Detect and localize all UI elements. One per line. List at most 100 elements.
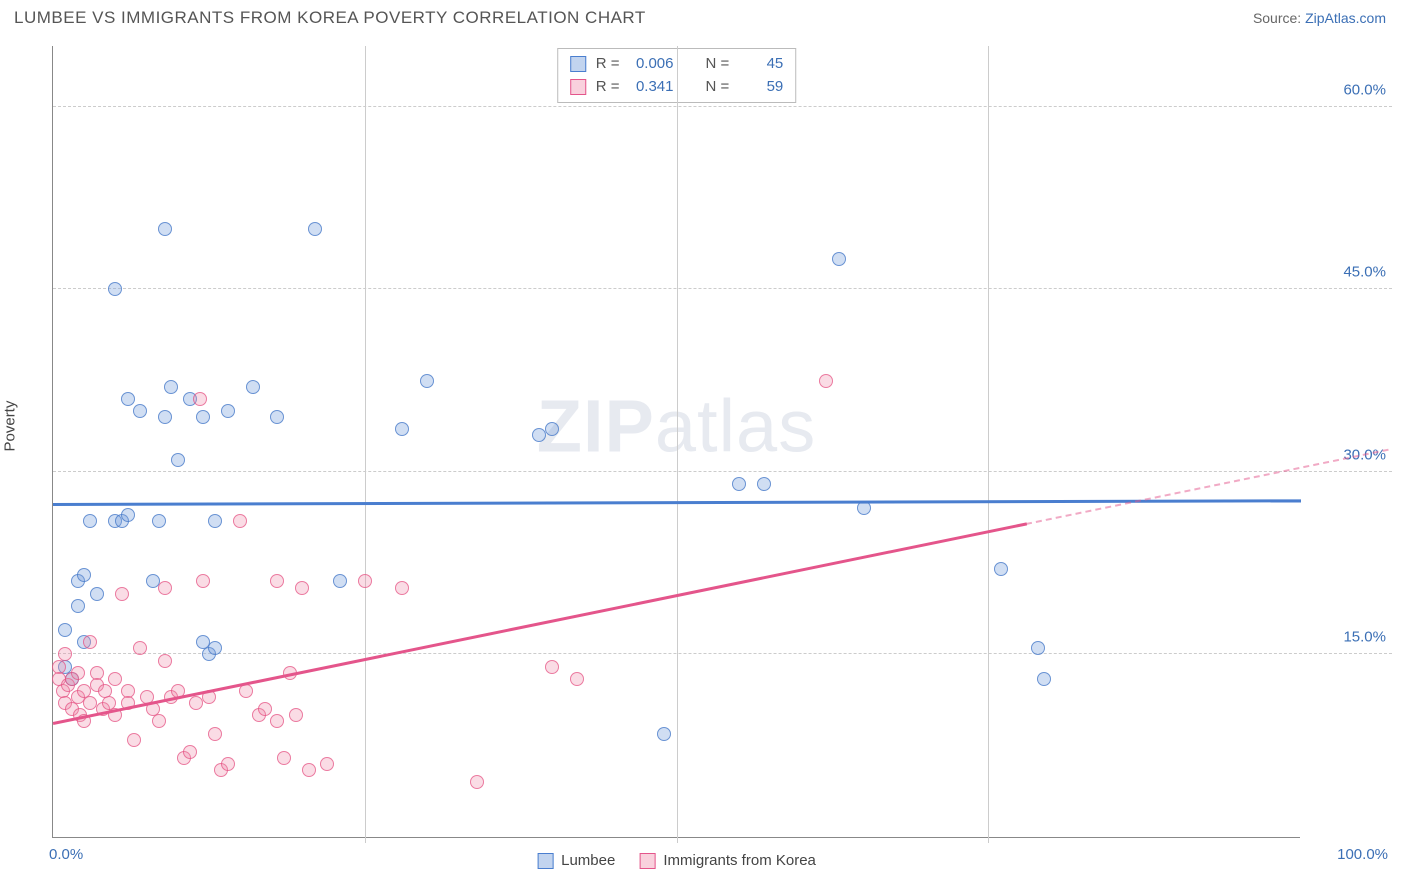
data-point: [258, 702, 272, 716]
chart-title: LUMBEE VS IMMIGRANTS FROM KOREA POVERTY …: [14, 8, 646, 28]
data-point: [83, 635, 97, 649]
trendline-dashed: [1026, 448, 1389, 524]
data-point: [757, 477, 771, 491]
legend-swatch: [570, 56, 586, 72]
data-point: [302, 763, 316, 777]
data-point: [545, 660, 559, 674]
gridline-v: [365, 46, 366, 843]
data-point: [470, 775, 484, 789]
y-tick-label: 45.0%: [1343, 264, 1386, 281]
legend-swatch: [537, 853, 553, 869]
data-point: [152, 514, 166, 528]
data-point: [233, 514, 247, 528]
gridline-v: [677, 46, 678, 843]
legend-label: Immigrants from Korea: [663, 852, 816, 869]
data-point: [171, 453, 185, 467]
data-point: [333, 574, 347, 588]
data-point: [289, 708, 303, 722]
data-point: [71, 599, 85, 613]
data-point: [819, 374, 833, 388]
data-point: [420, 374, 434, 388]
data-point: [196, 410, 210, 424]
scatter-plot: ZIPatlas R =0.006N =45R =0.341N =59 Lumb…: [52, 46, 1300, 838]
data-point: [1031, 641, 1045, 655]
data-point: [158, 654, 172, 668]
data-point: [164, 380, 178, 394]
data-point: [108, 672, 122, 686]
trendline: [53, 523, 1027, 725]
data-point: [994, 562, 1008, 576]
data-point: [183, 745, 197, 759]
data-point: [657, 727, 671, 741]
data-point: [832, 252, 846, 266]
data-point: [395, 422, 409, 436]
data-point: [83, 514, 97, 528]
legend-item: Lumbee: [537, 852, 615, 869]
legend-label: Lumbee: [561, 852, 615, 869]
legend-bottom: Lumbee Immigrants from Korea: [537, 852, 816, 869]
data-point: [208, 514, 222, 528]
data-point: [158, 410, 172, 424]
gridline-h: [53, 106, 1392, 107]
data-point: [133, 641, 147, 655]
gridline-h: [53, 653, 1392, 654]
chart-source: Source: ZipAtlas.com: [1253, 10, 1386, 26]
legend-swatch: [570, 79, 586, 95]
data-point: [71, 666, 85, 680]
y-tick-label: 60.0%: [1343, 81, 1386, 98]
data-point: [158, 222, 172, 236]
data-point: [246, 380, 260, 394]
data-point: [857, 501, 871, 515]
data-point: [270, 574, 284, 588]
n-value: 45: [739, 53, 783, 76]
data-point: [221, 757, 235, 771]
x-tick-label: 0.0%: [49, 846, 83, 863]
data-point: [295, 581, 309, 595]
x-tick-label: 100.0%: [1337, 846, 1388, 863]
data-point: [270, 410, 284, 424]
data-point: [221, 404, 235, 418]
data-point: [152, 714, 166, 728]
data-point: [158, 581, 172, 595]
r-label: R =: [596, 76, 620, 99]
data-point: [545, 422, 559, 436]
data-point: [77, 568, 91, 582]
data-point: [127, 733, 141, 747]
data-point: [58, 623, 72, 637]
data-point: [277, 751, 291, 765]
data-point: [270, 714, 284, 728]
data-point: [308, 222, 322, 236]
source-link[interactable]: ZipAtlas.com: [1305, 10, 1386, 26]
data-point: [208, 641, 222, 655]
source-label: Source:: [1253, 10, 1301, 26]
gridline-v: [988, 46, 989, 843]
data-point: [115, 587, 129, 601]
n-value: 59: [739, 76, 783, 99]
data-point: [133, 404, 147, 418]
y-axis-label: Poverty: [2, 401, 19, 452]
data-point: [239, 684, 253, 698]
data-point: [732, 477, 746, 491]
r-label: R =: [596, 53, 620, 76]
data-point: [570, 672, 584, 686]
n-label: N =: [706, 53, 730, 76]
y-tick-label: 15.0%: [1343, 629, 1386, 646]
r-value: 0.341: [630, 76, 674, 99]
data-point: [108, 282, 122, 296]
gridline-h: [53, 471, 1392, 472]
data-point: [320, 757, 334, 771]
data-point: [121, 392, 135, 406]
legend-swatch: [639, 853, 655, 869]
data-point: [196, 574, 210, 588]
data-point: [121, 508, 135, 522]
data-point: [208, 727, 222, 741]
chart-header: LUMBEE VS IMMIGRANTS FROM KOREA POVERTY …: [0, 0, 1406, 36]
watermark-atlas: atlas: [655, 384, 816, 467]
n-label: N =: [706, 76, 730, 99]
data-point: [395, 581, 409, 595]
data-point: [1037, 672, 1051, 686]
data-point: [90, 587, 104, 601]
data-point: [193, 392, 207, 406]
legend-item: Immigrants from Korea: [639, 852, 816, 869]
chart-container: Poverty ZIPatlas R =0.006N =45R =0.341N …: [14, 46, 1392, 880]
